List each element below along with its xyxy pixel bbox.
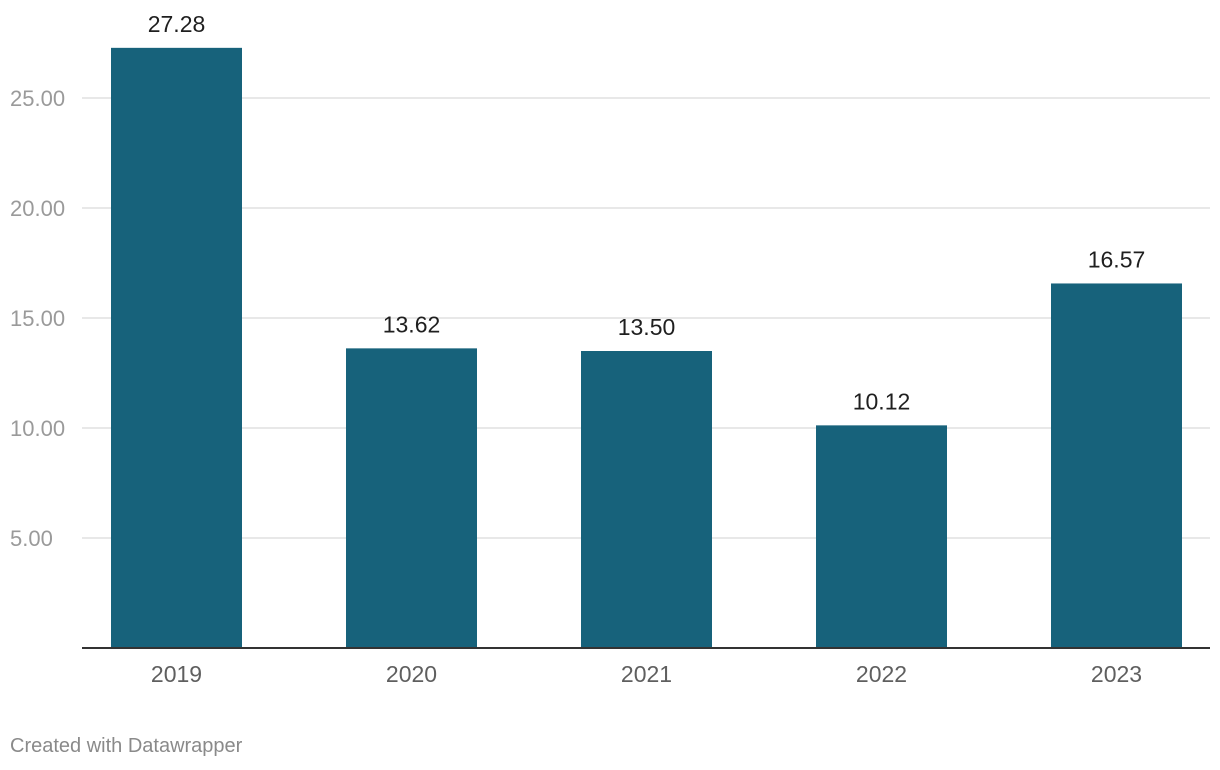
value-label-2020: 13.62 — [383, 311, 441, 337]
value-labels: 27.28 13.62 13.50 10.12 16.57 — [148, 11, 1146, 415]
category-label-2023: 2023 — [1091, 661, 1142, 687]
y-tick-label: 10.00 — [10, 416, 65, 441]
bar-2019 — [111, 47, 242, 648]
credit-footer: Created with Datawrapper — [10, 735, 243, 757]
y-tick-label: 25.00 — [10, 86, 65, 111]
bar-chart: 5.00 10.00 15.00 20.00 25.00 27.28 13.62 13.50… — [10, 11, 1210, 687]
gridlines — [82, 97, 1210, 539]
value-label-2022: 10.12 — [853, 388, 911, 414]
bar-2020 — [346, 348, 477, 648]
y-tick-label: 5.00 — [10, 526, 53, 551]
value-label-2021: 13.50 — [618, 314, 676, 340]
category-label-2021: 2021 — [621, 661, 672, 687]
bar-2021 — [581, 351, 712, 648]
category-label-2022: 2022 — [856, 661, 907, 687]
value-label-2019: 27.28 — [148, 11, 206, 37]
category-label-2019: 2019 — [151, 661, 202, 687]
bar-2022 — [816, 425, 947, 648]
y-tick-label: 15.00 — [10, 306, 65, 331]
category-label-2020: 2020 — [386, 661, 437, 687]
y-tick-label: 20.00 — [10, 196, 65, 221]
value-label-2023: 16.57 — [1088, 246, 1146, 272]
x-axis-categories: 2019 2020 2021 2022 2023 — [151, 661, 1142, 687]
y-axis-ticks: 5.00 10.00 15.00 20.00 25.00 — [10, 86, 65, 551]
bars — [111, 47, 1182, 648]
bar-2023 — [1051, 283, 1182, 648]
